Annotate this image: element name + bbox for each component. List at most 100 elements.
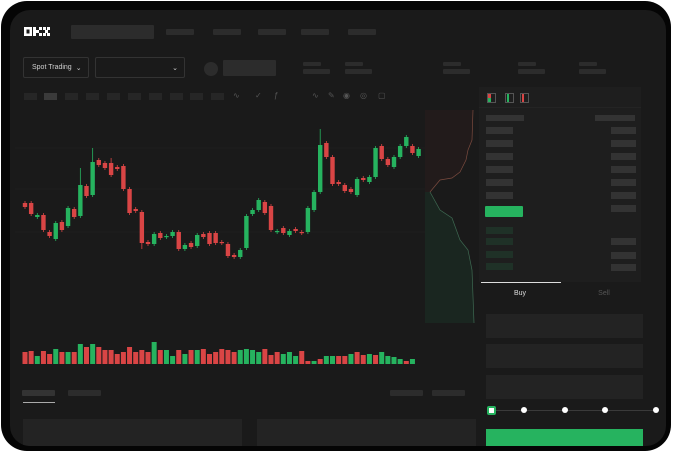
tab-underline [481, 282, 561, 283]
stat-label [443, 62, 461, 66]
interval-button[interactable] [211, 93, 224, 100]
nav-item[interactable] [166, 29, 194, 35]
volume-bar [311, 361, 317, 364]
book-asks-icon[interactable] [520, 93, 529, 103]
stat-value [579, 69, 606, 74]
fx-icon[interactable]: ƒ [274, 91, 279, 100]
bottom-tab-active[interactable] [22, 390, 55, 396]
candle-down [225, 244, 231, 256]
interval-button[interactable] [65, 93, 78, 100]
slider-handle[interactable] [487, 406, 496, 415]
slider-mark-50[interactable] [562, 407, 568, 413]
bottom-tab-underline [23, 402, 55, 403]
bid-price [486, 263, 513, 270]
spot-trading-dropdown[interactable]: Spot Trading ⌄ [23, 57, 89, 78]
tab-sell[interactable]: Sell [598, 290, 610, 297]
candle-up [65, 208, 71, 226]
tab-buy[interactable]: Buy [513, 290, 527, 297]
ask-amount [611, 127, 636, 134]
volume-bar [139, 350, 145, 364]
volume-bar [96, 347, 102, 364]
candle-up [53, 223, 58, 239]
slider-track[interactable] [492, 410, 657, 411]
volume-bar [77, 344, 83, 364]
book-bids-icon[interactable] [505, 93, 514, 103]
indicator-icon[interactable]: ∿ [233, 91, 240, 100]
volume-bar [268, 355, 274, 364]
stat-label [518, 62, 536, 66]
volume-bar [409, 359, 415, 364]
bottom-action[interactable] [432, 390, 465, 396]
volume-bar [243, 349, 249, 364]
candle-down [385, 159, 391, 165]
volume-bar [348, 354, 354, 364]
ask-amount [611, 205, 636, 212]
ask-price [486, 140, 513, 147]
interval-button[interactable] [24, 93, 37, 100]
volume-bar [225, 350, 231, 364]
bottom-action[interactable] [390, 390, 423, 396]
fullscreen-icon[interactable]: ▢ [378, 91, 386, 100]
slider-mark-25[interactable] [521, 407, 527, 413]
interval-button[interactable] [86, 93, 99, 100]
volume-bar [373, 355, 379, 364]
nav-item[interactable] [301, 29, 329, 35]
book-header-amount [595, 115, 635, 121]
interval-button[interactable] [107, 93, 120, 100]
candle-up [151, 234, 157, 244]
interval-button[interactable] [149, 93, 162, 100]
candle-up [78, 185, 83, 216]
volume-bar [354, 352, 360, 364]
chevron-down-icon: ⌄ [172, 64, 178, 72]
candle-down [96, 160, 101, 165]
pair-selector[interactable]: ⌄ [95, 57, 185, 78]
okx-logo[interactable] [24, 26, 50, 37]
nav-item[interactable] [258, 29, 286, 35]
volume-bar [397, 359, 403, 364]
volume-bar [71, 352, 77, 364]
nav-item[interactable] [348, 29, 376, 35]
interval-button[interactable] [170, 93, 183, 100]
candle-down [348, 189, 354, 192]
candle-down [84, 186, 89, 196]
volume-bar [114, 354, 120, 364]
volume-bar [379, 352, 385, 364]
line-tool-icon[interactable]: ∿ [312, 91, 319, 100]
depth-asks-line [429, 109, 474, 193]
pencil-icon[interactable]: ✎ [328, 91, 335, 100]
slider-mark-75[interactable] [602, 407, 608, 413]
slider-mark-100[interactable] [653, 407, 659, 413]
total-input[interactable] [486, 375, 643, 399]
volume-bar [145, 352, 151, 364]
amount-input[interactable] [486, 344, 643, 368]
volume-bar [213, 352, 219, 364]
candle-down [121, 166, 126, 189]
camera-icon[interactable]: ◉ [343, 91, 350, 100]
interval-button-active[interactable] [44, 93, 57, 100]
compare-icon[interactable]: ✓ [255, 91, 262, 100]
bottom-tab[interactable] [68, 390, 101, 396]
search-bar[interactable] [71, 25, 154, 39]
pair-name [223, 60, 276, 76]
price-input[interactable] [486, 314, 643, 338]
volume-bar [200, 349, 206, 364]
ask-price [486, 127, 513, 134]
volume-bar [34, 356, 40, 364]
candle-down [219, 242, 224, 244]
volume-bar [127, 347, 133, 364]
book-both-icon[interactable] [487, 93, 496, 103]
candle-down [231, 255, 237, 257]
buy-button[interactable] [486, 429, 643, 446]
settings-icon[interactable]: ◎ [360, 91, 367, 100]
interval-button[interactable] [190, 93, 203, 100]
interval-button[interactable] [128, 93, 141, 100]
volume-bar [90, 344, 96, 364]
last-price-highlight[interactable] [485, 206, 523, 217]
candle-down [299, 232, 304, 234]
volume-bar [108, 350, 114, 364]
volume-bar [360, 355, 366, 364]
volume-bar [250, 350, 256, 364]
nav-item[interactable] [213, 29, 241, 35]
volume-bar [256, 352, 262, 364]
